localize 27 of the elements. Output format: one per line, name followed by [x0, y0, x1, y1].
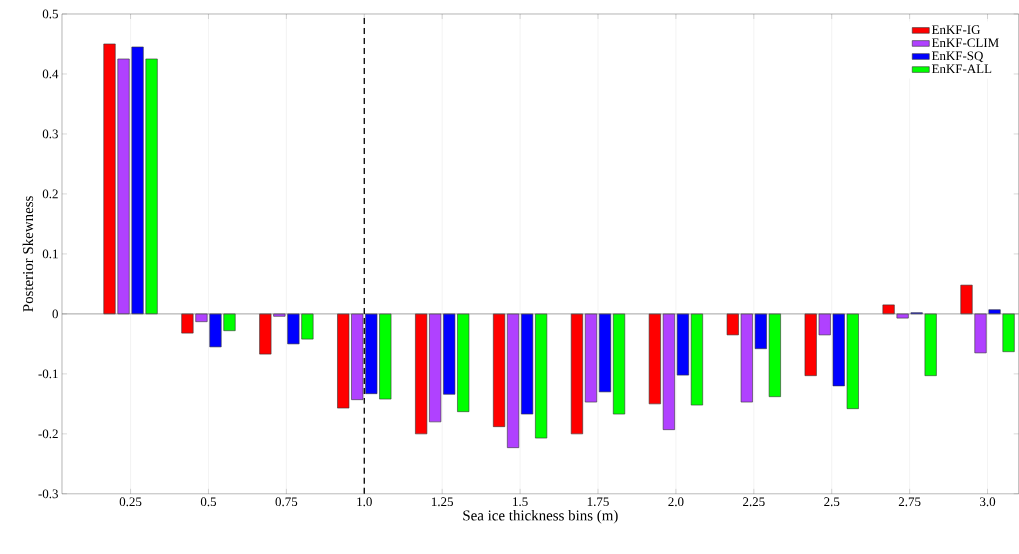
y-tick-label: -0.1 [38, 369, 58, 379]
y-axis-title: Posterior Skewness [22, 196, 34, 312]
x-tick-label: 3.0 [980, 497, 996, 507]
y-tick-label: -0.2 [38, 429, 58, 439]
x-tick-label: 0.75 [275, 497, 298, 507]
y-tick-label: 0 [52, 309, 58, 319]
x-tick-label: 2.5 [824, 497, 840, 507]
x-axis-title: Sea ice thickness bins (m) [463, 510, 618, 524]
x-tick-label: 1.25 [431, 497, 453, 507]
y-tick-label: 0.1 [42, 249, 58, 259]
y-tick-label: 0.5 [42, 9, 58, 19]
x-tick-label: 1.75 [587, 497, 609, 507]
y-tick-label: 0.2 [42, 189, 58, 199]
legend-label: EnKF-CLIM [931, 38, 999, 48]
x-tick-label: 2.75 [898, 497, 921, 507]
x-tick-label: 0.25 [119, 497, 142, 507]
x-tick-label: 1.5 [513, 497, 528, 507]
legend-label: EnKF-IG [931, 25, 981, 35]
y-tick-label: 0.3 [42, 129, 58, 139]
x-tick-label: 0.5 [200, 497, 217, 507]
legend-label: EnKF-SQ [931, 51, 984, 63]
x-tick-label: 2.0 [668, 497, 684, 507]
x-tick-label: 1.0 [357, 497, 372, 507]
y-tick-label: 0.4 [42, 69, 59, 79]
y-tick-label: -0.3 [38, 489, 58, 499]
x-tick-label: 2.25 [743, 497, 765, 507]
legend-label: EnKF-ALL [931, 64, 992, 74]
